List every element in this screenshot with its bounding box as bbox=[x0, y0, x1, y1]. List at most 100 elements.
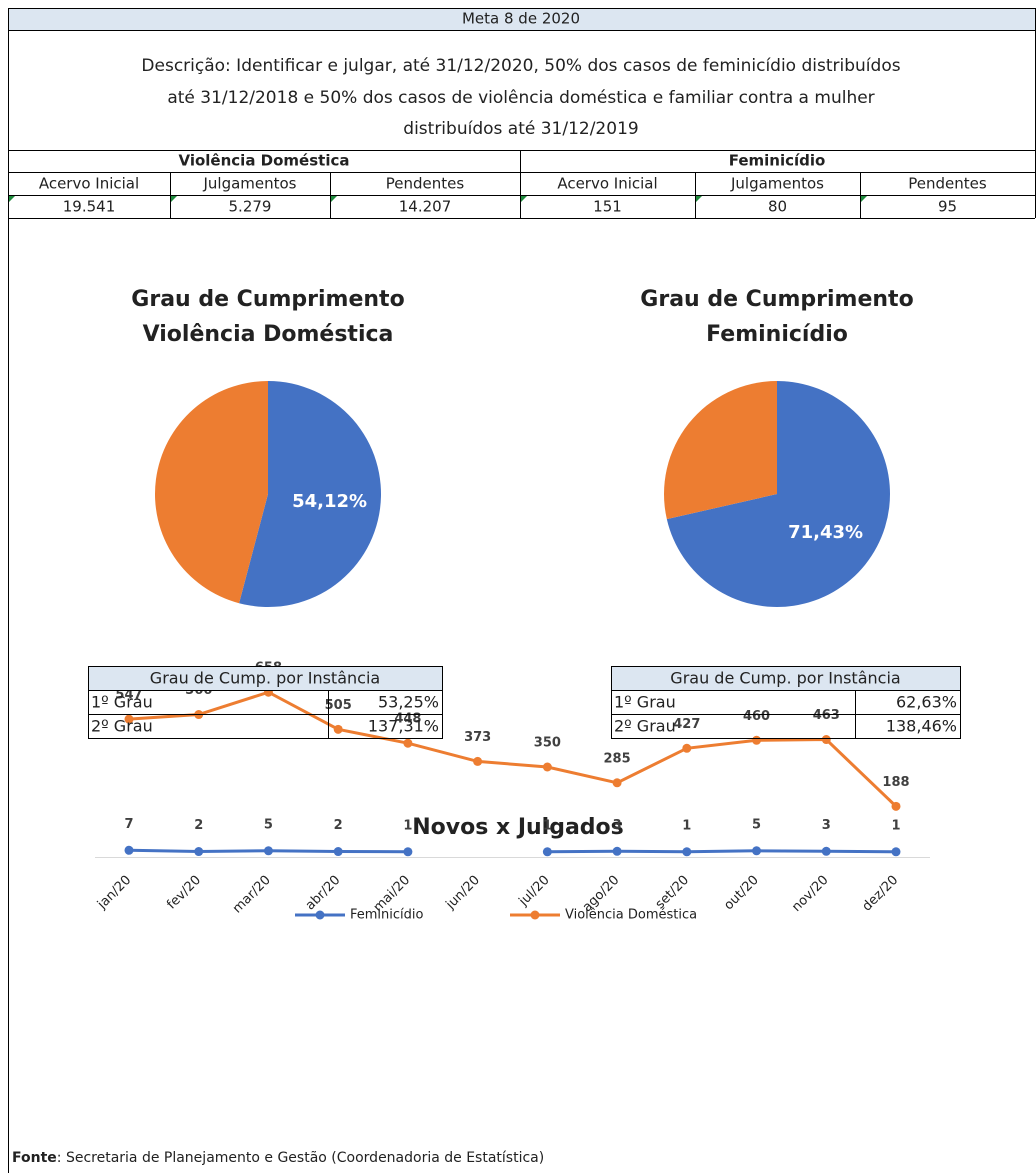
column-header: Acervo Inicial bbox=[39, 175, 139, 193]
data-label: 505 bbox=[325, 698, 352, 713]
instance-label: 1º Grau bbox=[614, 693, 676, 712]
series-point bbox=[333, 847, 343, 857]
data-label: 448 bbox=[394, 712, 421, 727]
data-label: 2 bbox=[334, 818, 343, 833]
legend-label: Violência Doméstica bbox=[565, 908, 697, 923]
cell-flag bbox=[861, 196, 867, 202]
instance-header bbox=[611, 666, 961, 691]
cell-value: 19.541 bbox=[63, 198, 116, 216]
data-label: 5 bbox=[752, 817, 761, 832]
instance-header-text: Grau de Cump. por Instância bbox=[150, 669, 380, 688]
data-label: 3 bbox=[822, 818, 831, 833]
instance-value: 53,25% bbox=[378, 693, 439, 712]
data-label: 285 bbox=[604, 751, 631, 766]
x-tick-label: jul/20 bbox=[516, 873, 553, 910]
cell-value: 151 bbox=[593, 198, 622, 216]
source: Fonte: Secretaria de Planejamento e Gest… bbox=[12, 1150, 544, 1166]
source-label: Fonte bbox=[12, 1150, 57, 1166]
data-label: 5 bbox=[264, 817, 273, 832]
legend-point bbox=[315, 910, 325, 920]
series-point bbox=[403, 847, 413, 857]
series-point bbox=[821, 735, 831, 745]
series-point bbox=[752, 735, 762, 745]
data-label: 547 bbox=[115, 688, 142, 703]
pie-title: Grau de Cumprimento bbox=[131, 287, 404, 312]
instance-label: 1º Grau bbox=[91, 693, 153, 712]
series-point bbox=[612, 846, 622, 856]
series-point bbox=[542, 762, 552, 772]
instance-row bbox=[88, 714, 443, 739]
column-header: Pendentes bbox=[386, 175, 465, 193]
column-header: Acervo Inicial bbox=[557, 175, 657, 193]
data-label: 427 bbox=[673, 717, 700, 732]
cell-value: 80 bbox=[768, 198, 787, 216]
series-point bbox=[891, 847, 901, 857]
series-point bbox=[124, 845, 134, 855]
series-point bbox=[124, 714, 134, 724]
pie-title: Grau de Cumprimento bbox=[640, 287, 913, 312]
data-label: 350 bbox=[534, 736, 561, 751]
x-tick-label: jun/20 bbox=[443, 873, 483, 913]
x-tick-label: out/20 bbox=[721, 873, 761, 913]
instance-value: 62,63% bbox=[896, 693, 957, 712]
instance-row bbox=[611, 714, 961, 739]
series-point bbox=[263, 846, 273, 856]
data-label: 463 bbox=[813, 708, 840, 723]
column-header: Pendentes bbox=[908, 175, 987, 193]
series-point bbox=[333, 724, 343, 734]
legend-label: Feminicídio bbox=[350, 908, 424, 923]
series-point bbox=[821, 846, 831, 856]
pie-title: Violência Doméstica bbox=[143, 322, 394, 347]
pie-label: 71,43% bbox=[788, 522, 863, 543]
series-point bbox=[682, 847, 692, 857]
instance-header-text: Grau de Cump. por Instância bbox=[670, 669, 900, 688]
source-text: : Secretaria de Planejamento e Gestão (C… bbox=[57, 1150, 544, 1166]
data-label: 373 bbox=[464, 730, 491, 745]
cell-flag bbox=[521, 196, 527, 202]
instance-label: 2º Grau bbox=[614, 717, 676, 736]
cell-flag bbox=[696, 196, 702, 202]
data-label: 1 bbox=[543, 818, 552, 833]
instance-value: 137,31% bbox=[368, 717, 439, 736]
series-point bbox=[542, 847, 552, 857]
data-label: 460 bbox=[743, 709, 770, 724]
line-chart-title: Novos x Julgados bbox=[412, 815, 624, 840]
data-label: 7 bbox=[124, 817, 133, 832]
column-header: Julgamentos bbox=[730, 175, 824, 193]
pie-slice bbox=[664, 381, 777, 520]
x-tick-label: mar/20 bbox=[230, 873, 274, 917]
cell-value: 5.279 bbox=[229, 198, 272, 216]
cell-flag bbox=[9, 196, 15, 202]
data-label: 2 bbox=[194, 818, 203, 833]
sheet-title: Meta 8 de 2020 bbox=[462, 10, 580, 28]
x-tick-label: fev/20 bbox=[164, 873, 204, 913]
cell-value: 14.207 bbox=[399, 198, 452, 216]
series-point bbox=[682, 743, 692, 753]
description: Descrição: Identificar e julgar, até 31/… bbox=[141, 56, 900, 76]
x-tick-label: nov/20 bbox=[789, 873, 831, 915]
data-label: 3 bbox=[613, 818, 622, 833]
pie-slice bbox=[239, 381, 381, 607]
group-header: Violência Doméstica bbox=[179, 152, 350, 170]
pie-label: 54,12% bbox=[292, 491, 367, 512]
pie-slice bbox=[666, 381, 890, 607]
cell-value: 95 bbox=[938, 198, 957, 216]
pie-title: Feminicídio bbox=[706, 322, 848, 347]
data-label: 1 bbox=[891, 818, 900, 833]
x-tick-label: jan/20 bbox=[94, 873, 134, 913]
x-tick-label: set/20 bbox=[653, 873, 692, 912]
series-point bbox=[194, 847, 204, 857]
data-label: 1 bbox=[682, 818, 691, 833]
series-point bbox=[612, 778, 622, 788]
data-label: 1 bbox=[403, 818, 412, 833]
title-row bbox=[8, 8, 1035, 30]
column-header: Julgamentos bbox=[202, 175, 296, 193]
series-line bbox=[128, 848, 897, 854]
series-line bbox=[128, 690, 898, 808]
x-tick-label: dez/20 bbox=[860, 873, 902, 915]
series-point bbox=[403, 738, 413, 748]
description: até 31/12/2018 e 50% dos casos de violên… bbox=[167, 88, 874, 108]
legend-point bbox=[530, 910, 540, 920]
description: distribuídos até 31/12/2019 bbox=[403, 119, 638, 139]
